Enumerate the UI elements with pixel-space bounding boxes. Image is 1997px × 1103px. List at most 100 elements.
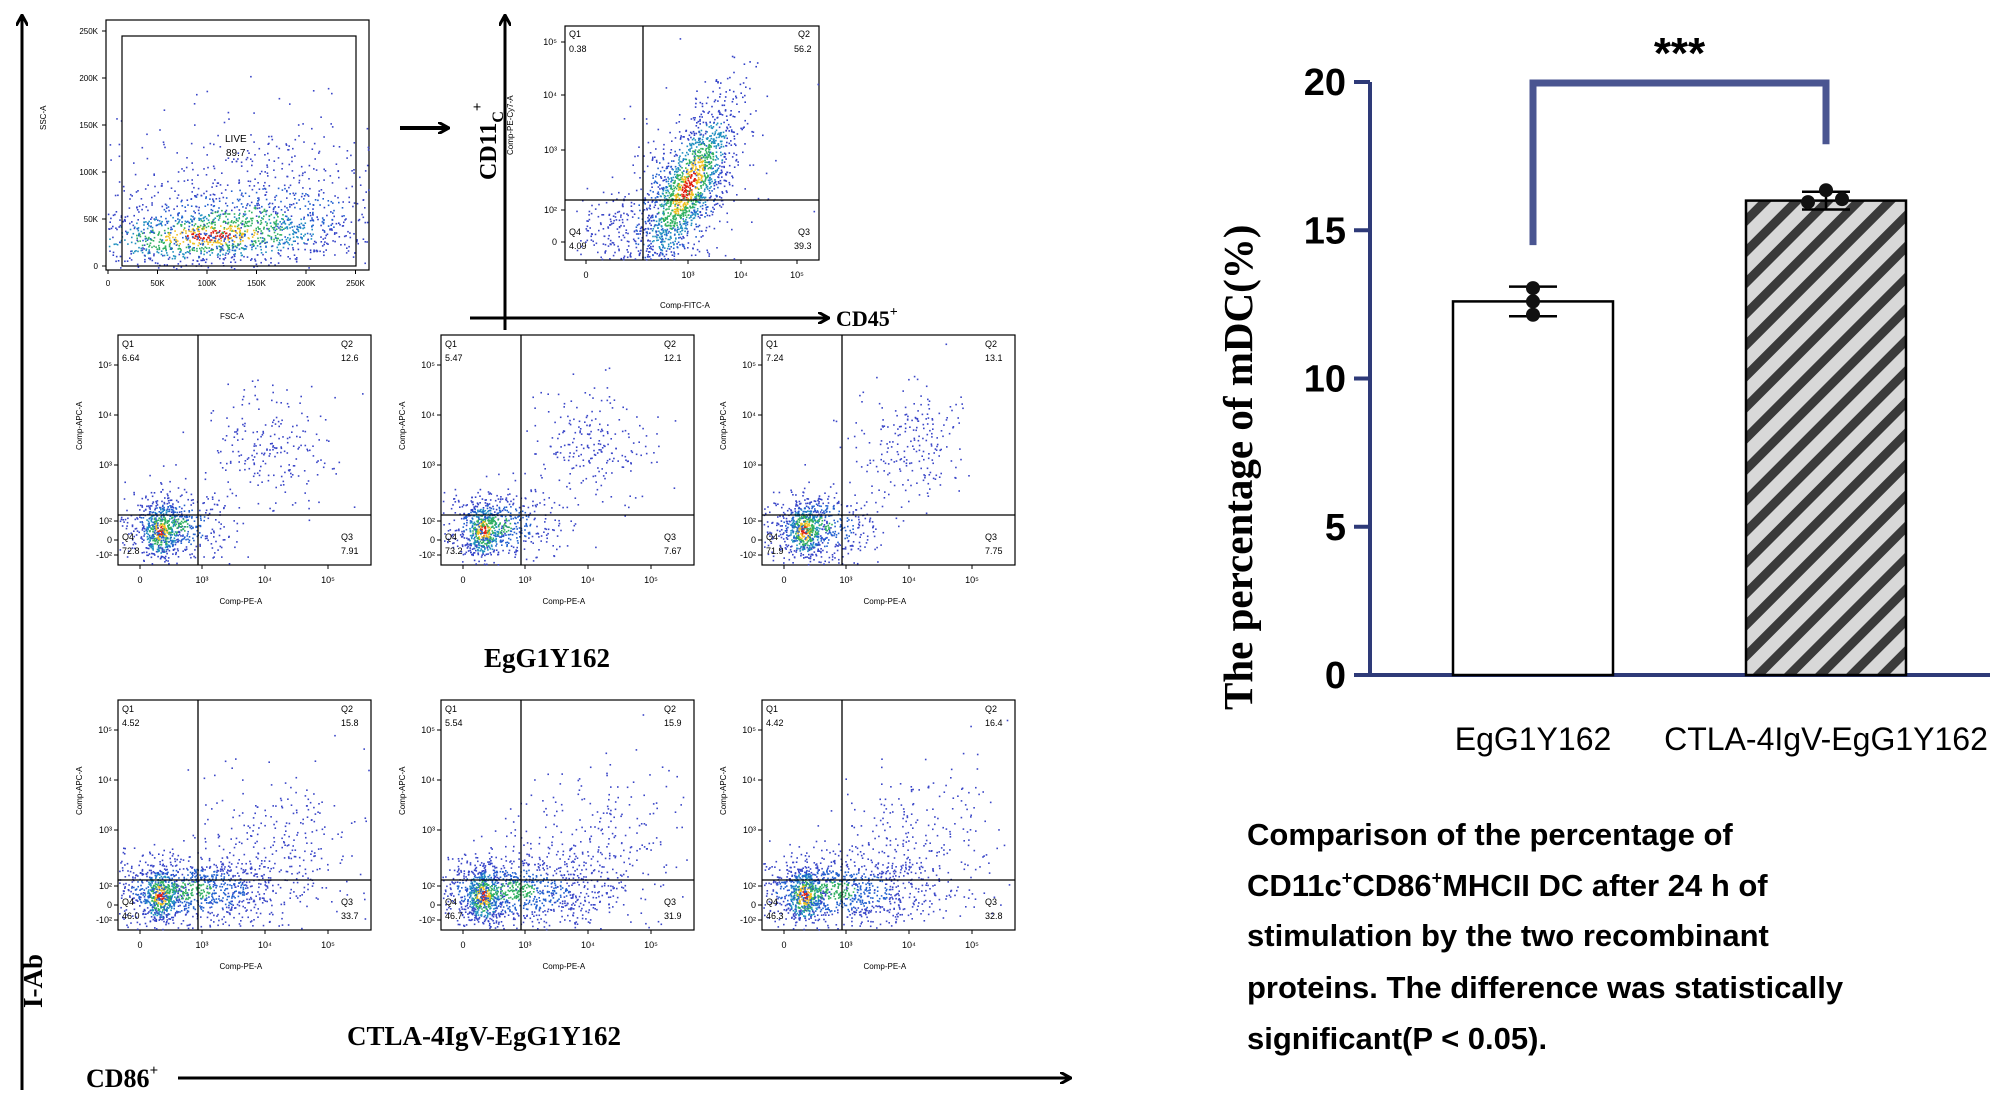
event-dot <box>236 433 239 435</box>
event-dot <box>469 530 472 533</box>
event-dot <box>707 112 709 114</box>
event-dot <box>346 157 348 159</box>
event-dot <box>482 519 484 521</box>
event-dot <box>200 250 202 253</box>
event-dot <box>716 247 718 249</box>
quadrant-value: 6.64 <box>122 353 140 363</box>
event-dot <box>212 219 214 221</box>
event-dot <box>325 249 327 251</box>
event-dot <box>500 531 503 534</box>
event-dot <box>225 197 228 199</box>
event-dot <box>452 533 454 536</box>
event-dot <box>210 234 212 236</box>
event-dot <box>715 79 718 81</box>
event-dot <box>720 131 722 134</box>
event-dot <box>466 537 468 540</box>
event-dot <box>673 258 676 261</box>
event-dot <box>695 193 697 196</box>
event-dot <box>153 538 156 540</box>
event-dot <box>143 228 145 231</box>
event-dot <box>735 144 737 147</box>
event-dot <box>664 247 666 249</box>
event-dot <box>177 527 179 529</box>
event-dot <box>678 188 681 190</box>
event-dot <box>603 235 606 238</box>
event-dot <box>273 447 276 449</box>
event-dot <box>682 188 684 190</box>
event-dot <box>156 548 159 551</box>
event-dot <box>231 243 234 245</box>
event-dot <box>594 208 597 210</box>
event-dot <box>278 97 281 100</box>
event-dot <box>261 241 263 243</box>
event-dot <box>168 502 170 504</box>
event-dot <box>667 180 670 183</box>
event-dot <box>166 531 168 533</box>
y-tick-label: 10³ <box>99 460 112 470</box>
event-dot <box>652 140 655 143</box>
event-dot <box>244 234 246 236</box>
event-dot <box>235 236 238 239</box>
event-dot <box>129 198 131 200</box>
event-dot <box>304 242 306 245</box>
event-dot <box>240 165 243 167</box>
event-dot <box>213 205 216 207</box>
event-dot <box>309 219 312 222</box>
event-dot <box>198 524 201 527</box>
event-dot <box>663 212 665 215</box>
event-dot <box>733 135 736 138</box>
event-dot <box>309 214 312 217</box>
event-dot <box>714 180 717 183</box>
event-dot <box>284 205 286 208</box>
event-dot <box>248 195 251 197</box>
event-dot <box>693 210 696 213</box>
event-dot <box>669 242 672 244</box>
event-dot <box>187 243 190 246</box>
event-dot <box>250 75 252 78</box>
event-dot <box>304 444 307 447</box>
event-dot <box>698 169 700 171</box>
event-dot <box>322 229 324 231</box>
event-dot <box>264 462 267 465</box>
event-dot <box>197 227 199 229</box>
event-dot <box>646 122 648 125</box>
event-dot <box>690 197 693 199</box>
event-dot <box>679 138 682 140</box>
event-dot <box>115 243 117 245</box>
event-dot <box>288 186 290 189</box>
event-dot <box>172 512 175 515</box>
event-dot <box>232 230 235 232</box>
event-dot <box>249 180 252 183</box>
live-gate <box>121 35 357 267</box>
event-dot <box>242 247 244 250</box>
event-dot <box>269 222 272 224</box>
event-dot <box>203 502 205 504</box>
event-dot <box>729 172 731 174</box>
event-dot <box>481 511 483 513</box>
event-dot <box>130 532 132 535</box>
event-dot <box>161 500 163 503</box>
event-dot <box>151 246 153 249</box>
event-dot <box>227 157 230 159</box>
event-dot <box>470 509 473 512</box>
event-dot <box>166 220 168 223</box>
event-dot <box>699 140 701 143</box>
event-dot <box>694 153 697 155</box>
event-dot <box>146 535 149 538</box>
event-dot <box>626 256 629 259</box>
event-dot <box>286 389 288 391</box>
event-dot <box>158 548 160 550</box>
event-dot <box>174 230 176 232</box>
event-dot <box>666 202 668 204</box>
event-dot <box>697 150 699 153</box>
event-dot <box>266 227 268 230</box>
event-dot <box>196 526 198 528</box>
event-dot <box>663 213 665 216</box>
event-dot <box>214 217 217 219</box>
event-dot <box>695 141 697 144</box>
event-dot <box>656 234 658 236</box>
event-dot <box>172 251 174 253</box>
event-dot <box>701 138 704 141</box>
